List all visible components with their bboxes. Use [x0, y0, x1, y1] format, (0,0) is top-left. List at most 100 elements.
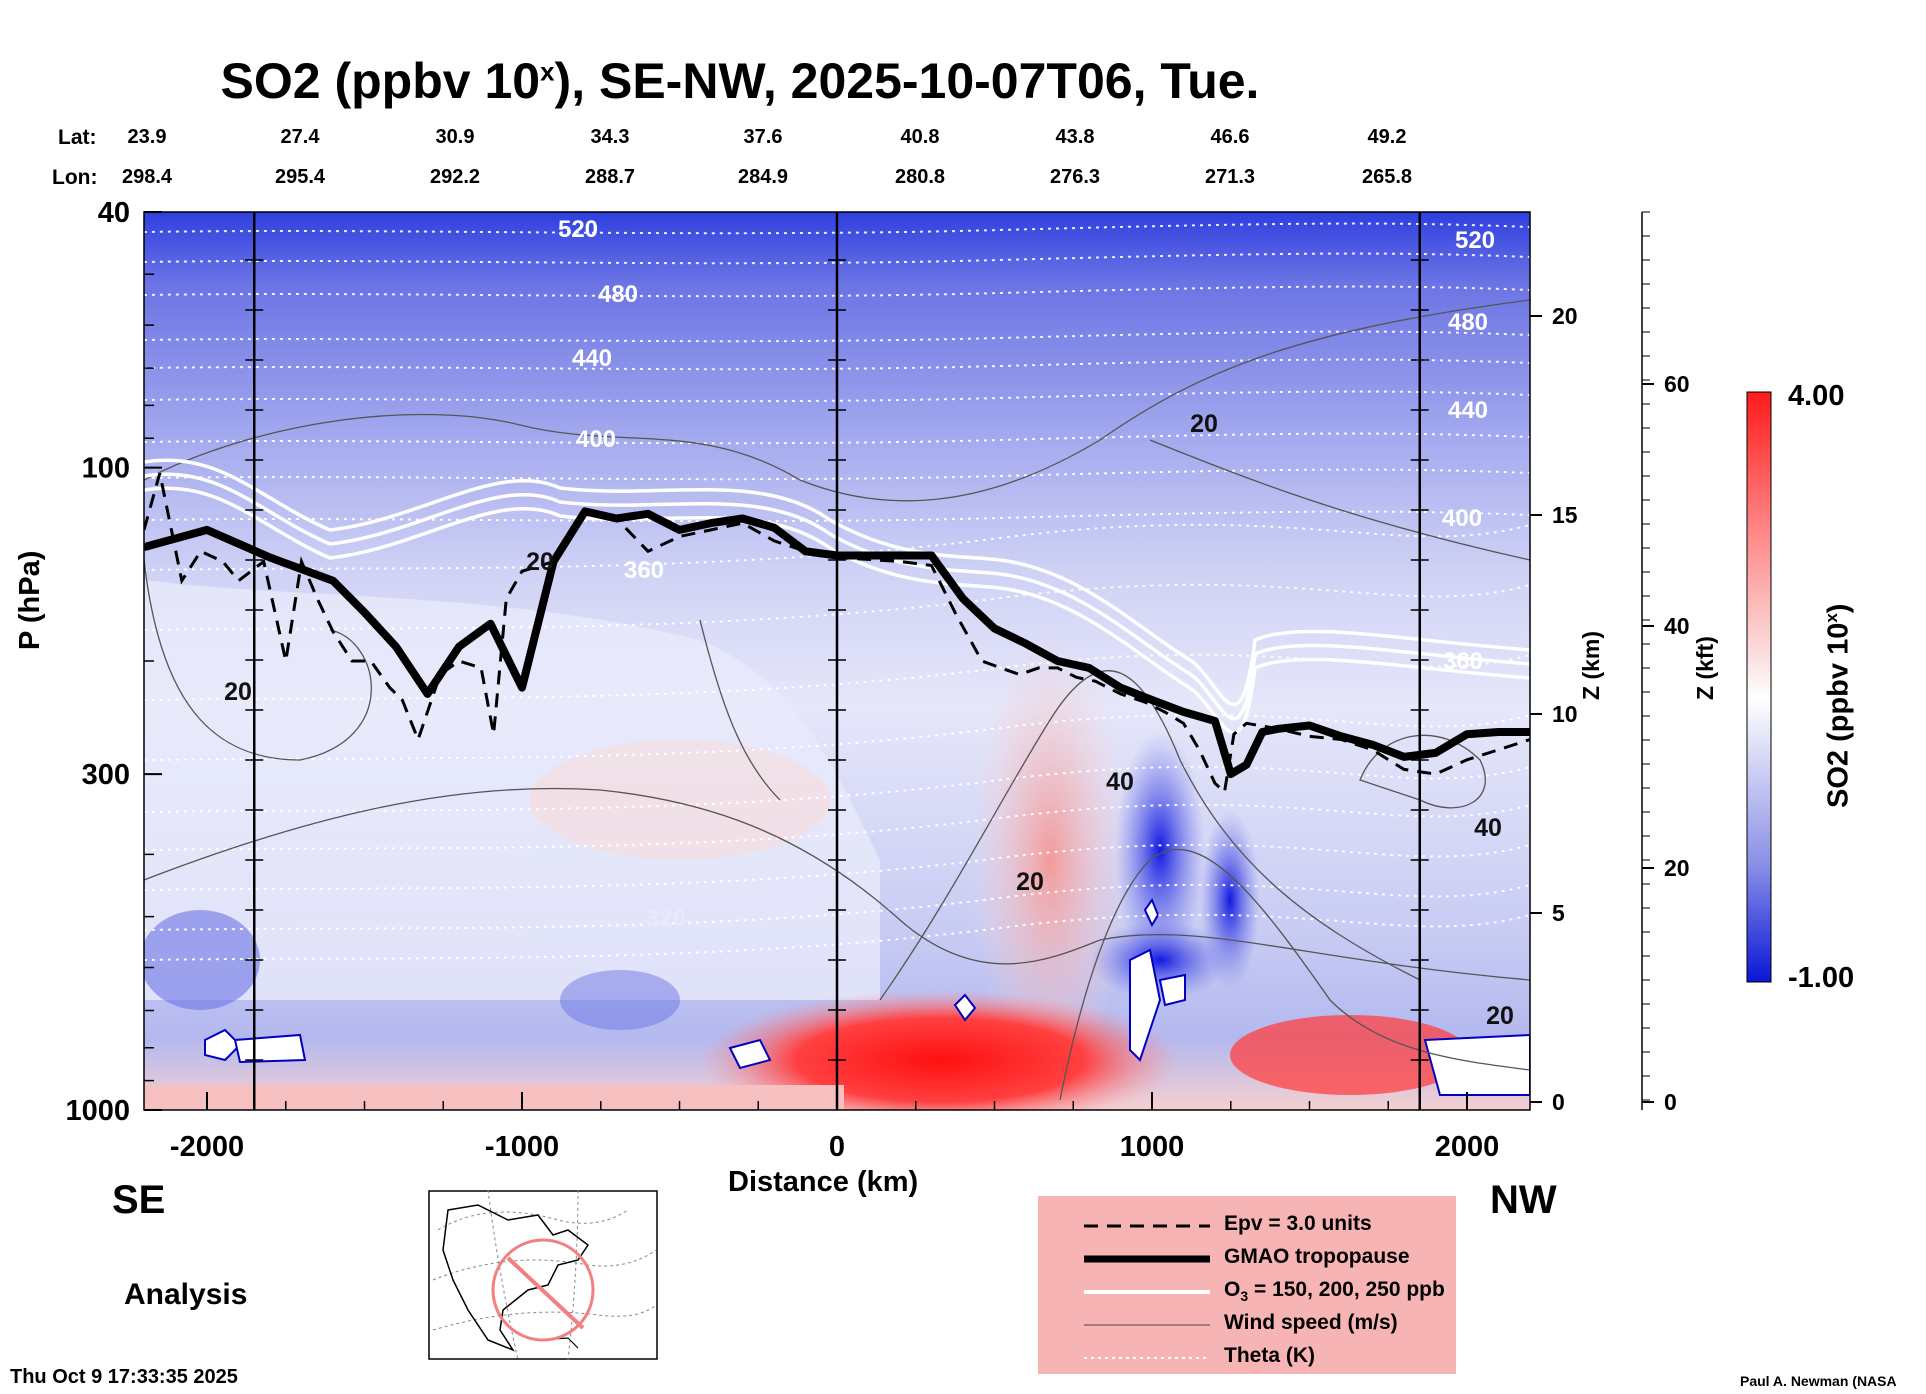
direction-nw: NW — [1490, 1178, 1557, 1222]
theta-isentrope — [144, 883, 1530, 931]
analysis-label: Analysis — [124, 1278, 248, 1311]
ozone-contour — [144, 458, 1530, 707]
z-kft-tick-label: 0 — [1664, 1089, 1677, 1115]
lat-value: 40.8 — [900, 126, 940, 148]
y-tick-label: 40 — [98, 197, 130, 229]
z-kft-tick-label: 40 — [1664, 613, 1690, 639]
theta-label: 360 — [624, 557, 664, 584]
theta-isentrope — [144, 843, 1530, 891]
wind-speed-label: 20 — [224, 678, 252, 706]
wind-speed-label: 20 — [526, 548, 554, 576]
theta-isentrope — [144, 252, 1530, 265]
x-tick-label: 0 — [829, 1131, 845, 1163]
z-km-tick-label: 20 — [1552, 303, 1578, 329]
colorbar-label: SO2 (ppbv 10x) — [1822, 603, 1855, 808]
theta-label: 400 — [576, 426, 616, 453]
lat-label: Lat: — [58, 126, 97, 149]
theta-label: 520 — [558, 216, 598, 243]
theta-label: 320 — [646, 905, 686, 932]
footer-credit: Paul A. Newman (NASA — [1740, 1373, 1897, 1389]
theta-label: 520 — [1455, 227, 1495, 254]
lat-value: 27.4 — [280, 126, 320, 148]
wind-speed-contour — [144, 787, 1530, 981]
theta-isentrope — [144, 803, 1530, 851]
z-km-label: Z (km) — [1578, 631, 1604, 700]
gmao-tropopause-line — [144, 507, 1530, 779]
theta-label: 440 — [1448, 397, 1488, 424]
wind-speed-contour — [1149, 439, 1530, 561]
direction-se: SE — [112, 1178, 166, 1222]
legend-wind-label: Wind speed (m/s) — [1224, 1311, 1398, 1334]
theta-isentrope — [144, 913, 1530, 961]
theta-label: 480 — [598, 281, 638, 308]
z-km-tick-label: 10 — [1552, 701, 1578, 727]
colorbar-max: 4.00 — [1788, 380, 1845, 412]
lon-value: 271.3 — [1204, 166, 1256, 188]
y-tick-label: 300 — [82, 759, 130, 791]
ozone-contour — [144, 486, 1530, 735]
north-america-outline — [442, 1204, 590, 1352]
theta-isentrope — [144, 330, 1530, 343]
legend-theta-label: Theta (K) — [1224, 1344, 1315, 1367]
z-kft-tick-label: 60 — [1664, 371, 1690, 397]
legend-o3-label: O3 = 150, 200, 250 ppb — [1224, 1278, 1445, 1305]
theta-label: 480 — [1448, 309, 1488, 336]
legend-epv-label: Epv = 3.0 units — [1224, 1212, 1372, 1235]
wind-speed-label: 20 — [1016, 868, 1044, 896]
lat-value: 46.6 — [1210, 126, 1250, 148]
lon-value: 295.4 — [274, 166, 326, 188]
lat-value: 49.2 — [1367, 126, 1407, 148]
epv-line — [144, 472, 1530, 796]
lat-value: 30.9 — [435, 126, 475, 148]
section-circle — [491, 1238, 595, 1342]
lon-value: 265.8 — [1361, 166, 1413, 188]
legend: Epv = 3.0 units GMAO tropopause O3 = 150… — [1038, 1196, 1456, 1374]
so2-field — [144, 212, 1530, 1110]
theta-label: 360 — [1443, 648, 1483, 675]
x-tick-label: 1000 — [1120, 1131, 1185, 1163]
theta-isentrope — [144, 765, 1530, 813]
theta-isentrope — [144, 468, 1530, 481]
z-km-tick-label: 5 — [1552, 900, 1565, 926]
theta-isentrope — [144, 523, 1530, 571]
wind-speed-label: 20 — [1486, 1002, 1514, 1030]
theta-isentrope — [144, 285, 1530, 298]
lon-value: 298.4 — [121, 166, 173, 188]
wind-speed-contour — [144, 299, 1530, 502]
lon-value: 280.8 — [894, 166, 946, 188]
z-kft-tick-label: 20 — [1664, 855, 1690, 881]
lon-value: 292.2 — [429, 166, 481, 188]
chart-title: SO2 (ppbv 10x), SE-NW, 2025-10-07T06, Tu… — [220, 53, 1260, 109]
x-tick-label: -1000 — [485, 1131, 559, 1163]
theta-isentrope — [144, 358, 1530, 371]
locator-map — [428, 1190, 658, 1360]
z-km-tick-label: 0 — [1552, 1089, 1565, 1115]
theta-isentrope — [144, 390, 1530, 403]
y-axis-label: P (hPa) — [14, 550, 46, 650]
section-line — [506, 1256, 585, 1330]
x-tick-label: 2000 — [1435, 1131, 1500, 1163]
footer-timestamp: Thu Oct 9 17:33:35 2025 — [10, 1366, 238, 1388]
theta-isentrope — [144, 432, 1530, 445]
lat-value: 43.8 — [1055, 126, 1095, 148]
z-km-tick-label: 15 — [1552, 502, 1578, 528]
ozone-contour — [144, 472, 1530, 721]
theta-isentrope — [144, 653, 1530, 701]
wind-speed-label: 40 — [1106, 768, 1134, 796]
wind-speed-label: 40 — [1474, 814, 1502, 842]
lon-label: Lon: — [52, 166, 98, 189]
lat-value: 37.6 — [743, 126, 783, 148]
wind-speed-contour — [1059, 848, 1530, 1101]
x-tick-label: -2000 — [170, 1131, 244, 1163]
theta-isentrope — [144, 222, 1530, 235]
legend-tropopause-label: GMAO tropopause — [1224, 1245, 1410, 1268]
colorbar — [1746, 391, 1772, 983]
theta-label: 400 — [1442, 505, 1482, 532]
x-axis-label: Distance (km) — [728, 1166, 919, 1198]
z-kft-label: Z (kft) — [1692, 636, 1718, 700]
wind-speed-contour — [699, 619, 781, 801]
lat-value: 23.9 — [127, 126, 167, 148]
lon-value: 284.9 — [737, 166, 789, 188]
y-tick-label: 1000 — [65, 1095, 130, 1127]
